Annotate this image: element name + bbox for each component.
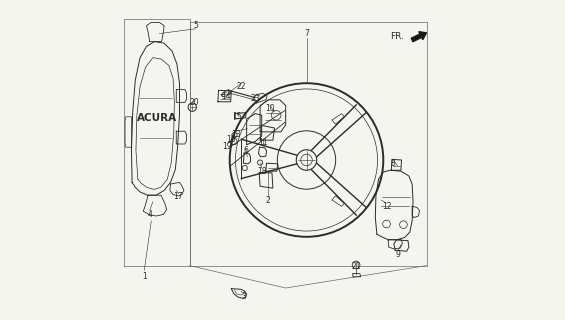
Text: 5: 5 bbox=[193, 21, 198, 30]
Text: 17: 17 bbox=[173, 192, 183, 201]
Text: 13: 13 bbox=[231, 130, 241, 139]
Text: 2: 2 bbox=[266, 196, 271, 204]
Text: FR.: FR. bbox=[390, 32, 404, 41]
Text: 10: 10 bbox=[265, 104, 275, 113]
Text: 23: 23 bbox=[251, 94, 260, 103]
Text: 3: 3 bbox=[241, 292, 246, 301]
Text: 15: 15 bbox=[232, 112, 242, 121]
Text: ACURA: ACURA bbox=[137, 113, 177, 124]
Text: 4: 4 bbox=[147, 210, 152, 219]
Text: 11: 11 bbox=[259, 138, 268, 147]
Text: 9: 9 bbox=[396, 250, 400, 259]
Text: 14: 14 bbox=[221, 92, 231, 100]
Text: 12: 12 bbox=[382, 202, 391, 211]
Text: 19: 19 bbox=[223, 142, 232, 151]
Text: 6: 6 bbox=[244, 146, 248, 155]
Text: 22: 22 bbox=[237, 82, 246, 91]
Text: 16: 16 bbox=[227, 135, 236, 144]
FancyArrow shape bbox=[411, 32, 427, 42]
Text: 1: 1 bbox=[142, 272, 147, 281]
Text: 21: 21 bbox=[351, 262, 361, 271]
Text: 7: 7 bbox=[304, 29, 309, 38]
Text: 8: 8 bbox=[390, 159, 395, 168]
Text: 20: 20 bbox=[190, 98, 199, 107]
Text: 18: 18 bbox=[257, 167, 267, 176]
